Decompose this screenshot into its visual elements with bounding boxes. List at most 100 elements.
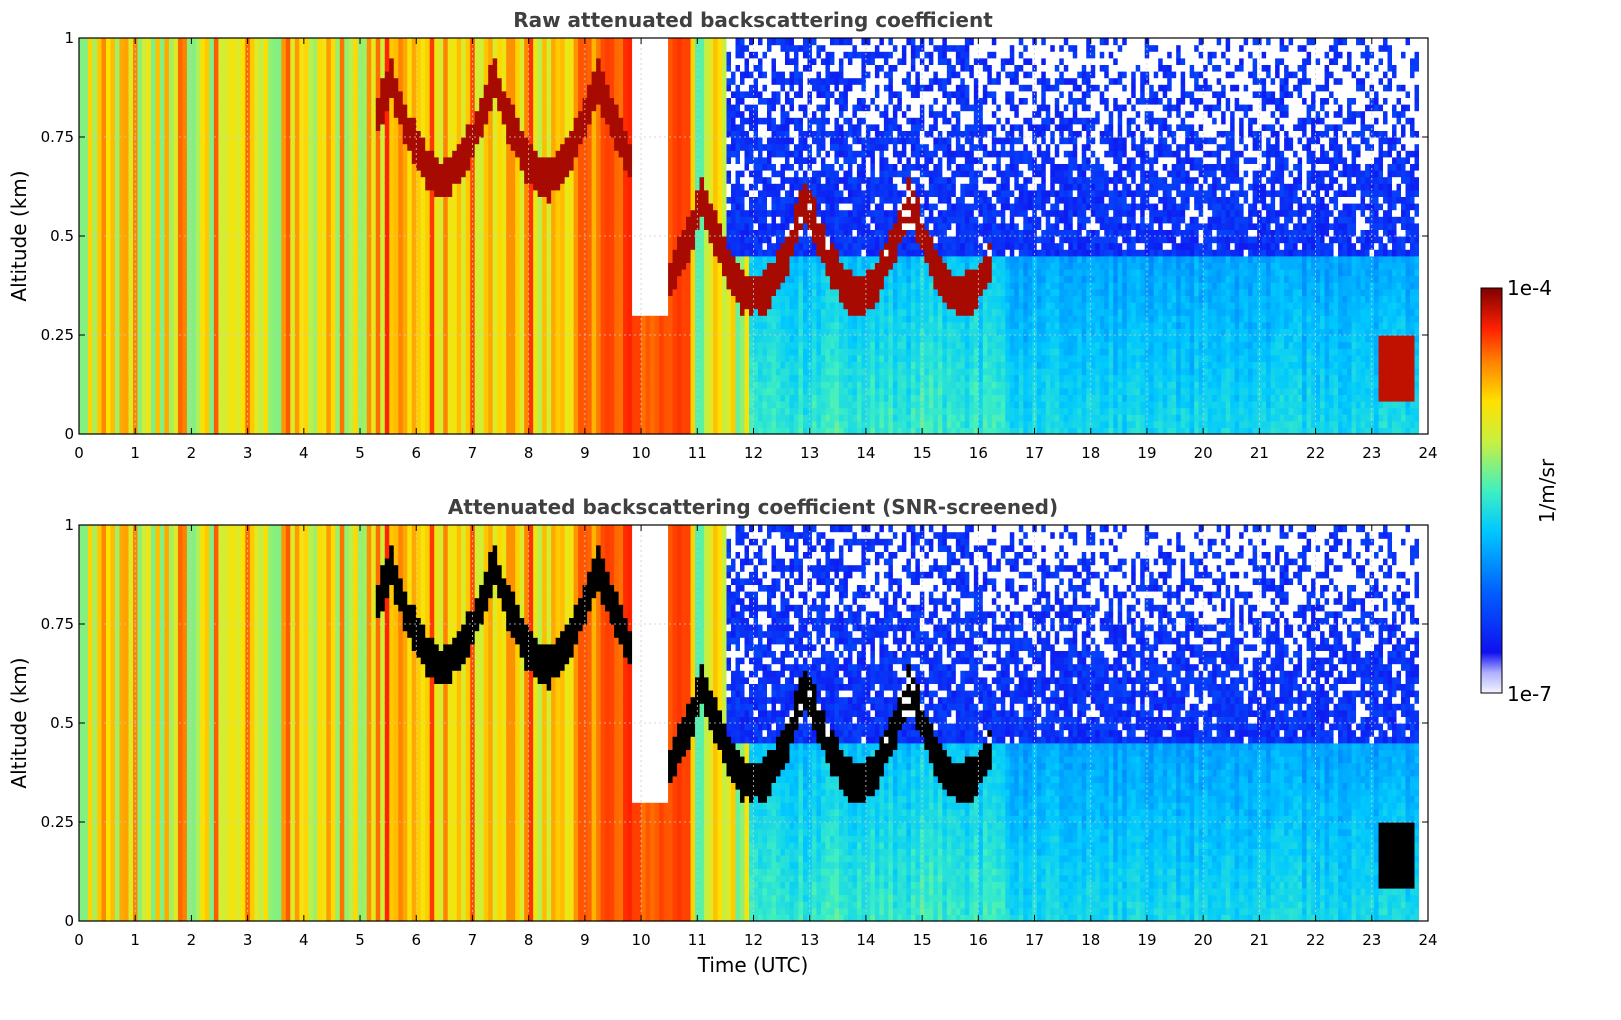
heatmap-cell — [254, 177, 259, 184]
heatmap-cell — [191, 38, 196, 45]
heatmap-cell — [286, 104, 291, 111]
heatmap-cell — [295, 190, 300, 197]
heatmap-cell — [196, 104, 201, 111]
heatmap-cell — [115, 368, 120, 375]
heatmap-cell — [223, 78, 228, 85]
heatmap-cell — [322, 117, 327, 124]
heatmap-cell — [151, 210, 156, 217]
heatmap-cell — [200, 216, 205, 223]
heatmap-cell — [155, 348, 160, 355]
heatmap-cell — [268, 229, 273, 236]
heatmap-cell — [268, 236, 273, 243]
heatmap-cell — [146, 322, 151, 329]
heatmap-cell — [259, 137, 264, 144]
heatmap-cell — [227, 368, 232, 375]
heatmap-cell — [84, 223, 89, 230]
heatmap-cell — [97, 210, 102, 217]
heatmap-cell — [146, 196, 151, 203]
heatmap-cell — [227, 236, 232, 243]
heatmap-cell — [281, 229, 286, 236]
heatmap-cell — [182, 177, 187, 184]
heatmap-cell — [335, 203, 340, 210]
heatmap-cell — [191, 190, 196, 197]
heatmap-cell — [146, 375, 151, 382]
heatmap-cell — [290, 124, 295, 131]
heatmap-cell — [254, 64, 259, 71]
heatmap-cell — [205, 157, 210, 164]
heatmap-cell — [227, 375, 232, 382]
heatmap-cell — [232, 368, 237, 375]
heatmap-cell — [164, 282, 169, 289]
heatmap-cell — [151, 97, 156, 104]
heatmap-cell — [277, 375, 282, 382]
heatmap-cell — [250, 196, 255, 203]
heatmap-cell — [223, 64, 228, 71]
heatmap-cell — [268, 408, 273, 415]
heatmap-cell — [268, 91, 273, 98]
heatmap-cell — [254, 408, 259, 415]
heatmap-cell — [209, 229, 214, 236]
heatmap-cell — [214, 262, 219, 269]
heatmap-cell — [196, 309, 201, 316]
heatmap-cell — [232, 78, 237, 85]
heatmap-cell — [124, 97, 129, 104]
heatmap-cell — [263, 408, 268, 415]
heatmap-cell — [101, 335, 106, 342]
heatmap-cell — [335, 328, 340, 335]
heatmap-cell — [326, 295, 331, 302]
heatmap-cell — [164, 289, 169, 296]
heatmap-cell — [259, 117, 264, 124]
heatmap-cell — [169, 38, 174, 45]
heatmap-cell — [272, 78, 277, 85]
heatmap-cell — [110, 262, 115, 269]
heatmap-cell — [326, 177, 331, 184]
heatmap-cell — [146, 38, 151, 45]
heatmap-cell — [304, 150, 309, 157]
heatmap-cell — [263, 309, 268, 316]
heatmap-cell — [250, 144, 255, 151]
heatmap-cell — [272, 249, 277, 256]
heatmap-cell — [169, 375, 174, 382]
heatmap-cell — [218, 203, 223, 210]
heatmap-cell — [218, 104, 223, 111]
heatmap-cell — [236, 51, 241, 58]
heatmap-cell — [263, 124, 268, 131]
heatmap-cell — [259, 229, 264, 236]
heatmap-cell — [317, 249, 322, 256]
heatmap-cell — [295, 421, 300, 428]
heatmap-cell — [209, 45, 214, 52]
heatmap-cell — [214, 177, 219, 184]
heatmap-cell — [92, 243, 97, 250]
heatmap-cell — [110, 64, 115, 71]
heatmap-cell — [106, 117, 111, 124]
heatmap-cell — [119, 401, 124, 408]
heatmap-cell — [232, 315, 237, 322]
heatmap-cell — [304, 177, 309, 184]
heatmap-cell — [223, 157, 228, 164]
heatmap-cell — [290, 229, 295, 236]
heatmap-cell — [340, 282, 345, 289]
heatmap-cell — [227, 71, 232, 78]
heatmap-cell — [182, 309, 187, 316]
heatmap-cell — [295, 144, 300, 151]
heatmap-cell — [182, 335, 187, 342]
heatmap-cell — [110, 104, 115, 111]
heatmap-cell — [322, 276, 327, 283]
heatmap-cell — [88, 170, 93, 177]
heatmap-cell — [79, 348, 84, 355]
heatmap-cell — [250, 401, 255, 408]
heatmap-cell — [164, 249, 169, 256]
heatmap-cell — [79, 177, 84, 184]
heatmap-cell — [223, 328, 228, 335]
heatmap-cell — [250, 361, 255, 368]
heatmap-cell — [340, 216, 345, 223]
heatmap-cell — [335, 289, 340, 296]
heatmap-cell — [299, 104, 304, 111]
heatmap-cell — [268, 309, 273, 316]
heatmap-cell — [88, 104, 93, 111]
heatmap-cell — [110, 117, 115, 124]
heatmap-cell — [169, 223, 174, 230]
heatmap-cell — [209, 309, 214, 316]
heatmap-cell — [101, 282, 106, 289]
heatmap-cell — [295, 361, 300, 368]
